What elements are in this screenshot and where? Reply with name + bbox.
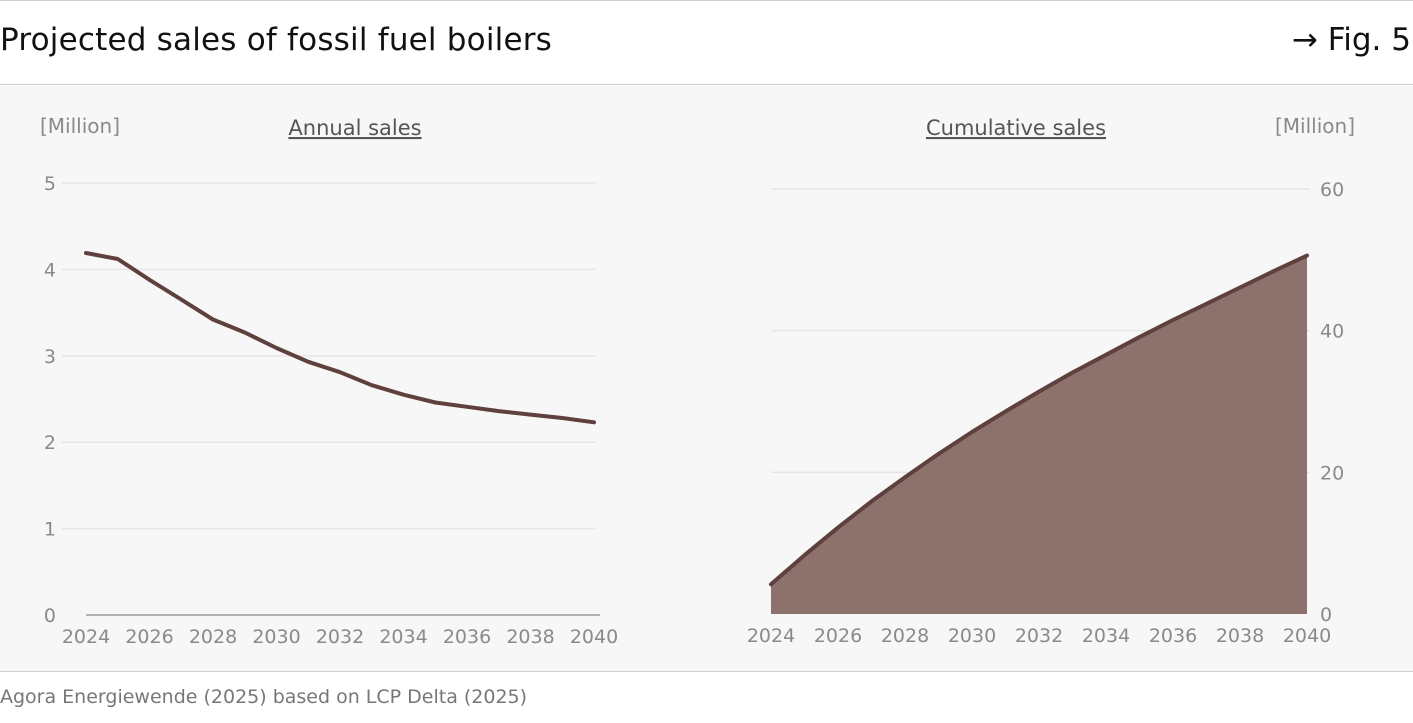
y-tick-label: 2 — [44, 432, 56, 454]
figure-reference: → Fig. 5 — [1291, 22, 1411, 58]
unit-label: [Million] — [1275, 114, 1355, 138]
y-tick-label: 0 — [1320, 604, 1332, 626]
x-tick-label: 2028 — [189, 626, 237, 648]
series-line — [769, 253, 1309, 587]
x-tick-label: 2032 — [1015, 625, 1063, 647]
figure-title: Projected sales of fossil fuel boilers — [0, 22, 553, 58]
x-tick-label: 2024 — [747, 625, 795, 647]
y-tick-label: 20 — [1320, 462, 1344, 484]
x-tick-label: 2038 — [1216, 625, 1264, 647]
y-tick-label: 40 — [1320, 321, 1344, 343]
x-tick-label: 2030 — [252, 626, 300, 648]
y-tick-label: 5 — [44, 173, 56, 195]
x-tick-label: 2036 — [443, 626, 491, 648]
top-rule — [0, 0, 1413, 1]
unit-label: [Million] — [40, 114, 120, 138]
y-tick-label: 1 — [44, 519, 56, 541]
x-tick-label: 2028 — [881, 625, 929, 647]
source-note: Agora Energiewende (2025) based on LCP D… — [0, 686, 528, 708]
x-tick-label: 2036 — [1149, 625, 1197, 647]
x-tick-label: 2024 — [62, 626, 110, 648]
x-tick-label: 2034 — [379, 626, 427, 648]
x-tick-label: 2026 — [814, 625, 862, 647]
x-tick-label: 2040 — [1283, 625, 1331, 647]
x-tick-label: 2040 — [570, 626, 618, 648]
x-tick-label: 2026 — [125, 626, 173, 648]
y-tick-label: 0 — [44, 605, 56, 627]
charts-svg: 0 1 2 3 4 5 2024 2026 2028 2030 2032 2034 2036 2038 20… — [40, 114, 1355, 648]
y-tick-label: 60 — [1320, 179, 1344, 201]
chart-title: Annual sales — [288, 116, 421, 140]
chart-panel: 0 1 2 3 4 5 2024 2026 2028 2030 2032 2034 2036 2038 20… — [0, 86, 1413, 672]
y-tick-label: 3 — [44, 346, 56, 368]
chart-title: Cumulative sales — [926, 116, 1106, 140]
x-tick-label: 2030 — [948, 625, 996, 647]
figure-header: Projected sales of fossil fuel boilers →… — [0, 0, 1413, 85]
x-tick-label: 2038 — [506, 626, 554, 648]
x-tick-label: 2032 — [316, 626, 364, 648]
series-line — [84, 251, 596, 425]
x-tick-label: 2034 — [1082, 625, 1130, 647]
cumulative-area — [771, 255, 1307, 614]
y-tick-label: 4 — [44, 259, 56, 281]
annual-sales-chart: 0 1 2 3 4 5 2024 2026 2028 2030 2032 2034 2036 2038 20… — [40, 114, 618, 648]
